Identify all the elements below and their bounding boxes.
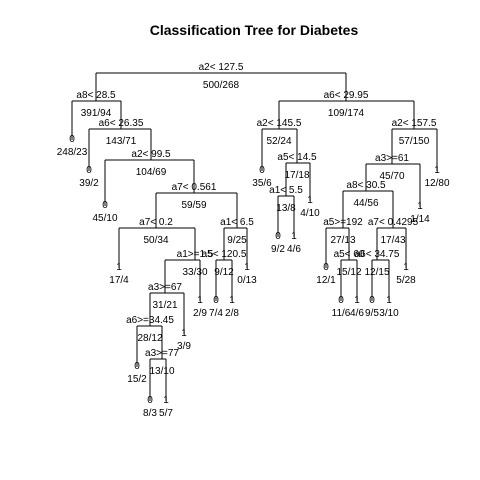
node-counts-n15: 59/59 <box>181 200 206 211</box>
split-label-n5: a6< 26.35 <box>99 118 144 129</box>
node-counts-n28: 9/12 <box>214 267 234 278</box>
leaf-class-n39: 1 <box>354 295 360 306</box>
leaf-class-n30: 0 <box>323 262 329 273</box>
leaf-counts-n39: 4/6 <box>350 308 364 319</box>
node-counts-n9: 104/69 <box>136 167 167 178</box>
leaf-counts-n37: 2/8 <box>225 308 239 319</box>
leaf-counts-n46: 8/3 <box>143 408 157 419</box>
leaf-class-n19: 1 <box>417 201 423 212</box>
node-counts-n11: 17/18 <box>284 170 309 181</box>
split-label-n15: a7< 0.561 <box>172 182 217 193</box>
node-counts-n21: 9/25 <box>227 235 247 246</box>
chart-title: Classification Tree for Diabetes <box>150 22 359 38</box>
leaf-class-n35: 1 <box>197 295 203 306</box>
node-counts-n1: 500/268 <box>203 80 240 91</box>
leaf-class-n33: 1 <box>403 262 409 273</box>
tree-nodes: a2< 127.5 500/268 a8< 28.5 391/94 a6< 29.95 1… <box>57 62 450 419</box>
leaf-counts-n23: 4/6 <box>287 244 301 255</box>
leaf-counts-n22: 9/2 <box>271 244 285 255</box>
leaf-class-n22: 0 <box>275 231 281 242</box>
leaf-class-n14: 0 <box>102 200 108 211</box>
leaf-counts-n43: 3/9 <box>177 341 191 352</box>
leaf-counts-n17: 4/10 <box>300 208 320 219</box>
node-counts-n42: 28/12 <box>137 333 162 344</box>
node-counts-n18: 44/56 <box>353 198 378 209</box>
node-counts-n7: 57/150 <box>399 136 430 147</box>
leaf-class-n8: 0 <box>86 165 92 176</box>
node-counts-n16: 13/8 <box>276 203 296 214</box>
split-label-n28: a5< 120.5 <box>202 249 247 260</box>
split-label-n42: a6>=34.45 <box>126 315 174 326</box>
leaf-class-n10: 0 <box>259 165 265 176</box>
leaf-class-n36: 0 <box>213 295 219 306</box>
split-label-n45: a3>=77 <box>145 348 179 359</box>
leaf-class-n37: 1 <box>229 295 235 306</box>
leaf-counts-n19: 1/14 <box>410 214 430 225</box>
split-label-n16: a1< 5.5 <box>269 185 303 196</box>
leaf-class-n41: 1 <box>386 295 392 306</box>
node-counts-n25: 17/43 <box>380 235 405 246</box>
node-counts-n31: 15/12 <box>336 267 361 278</box>
split-label-n20: a7< 0.2 <box>139 217 173 228</box>
node-counts-n45: 13/10 <box>149 366 174 377</box>
leaf-class-n13: 1 <box>434 165 440 176</box>
leaf-class-n26: 1 <box>116 262 122 273</box>
split-label-n18: a8< 30.5 <box>346 180 386 191</box>
leaf-counts-n38: 11/6 <box>332 308 351 319</box>
leaf-counts-n29: 0/13 <box>237 275 257 286</box>
split-label-n6: a2< 145.5 <box>257 118 302 129</box>
node-counts-n3: 109/174 <box>328 108 365 119</box>
leaf-counts-n36: 7/4 <box>209 308 223 319</box>
split-label-n24: a5>=192 <box>323 217 363 228</box>
leaf-counts-n26: 17/4 <box>109 275 129 286</box>
leaf-counts-n10: 35/6 <box>252 178 272 189</box>
leaf-class-n17: 1 <box>307 195 313 206</box>
leaf-counts-n44: 15/2 <box>127 374 147 385</box>
split-label-n21: a1< 6.5 <box>220 217 254 228</box>
split-label-n11: a5< 14.5 <box>277 152 317 163</box>
split-label-n32: a6< 34.75 <box>355 249 400 260</box>
leaf-counts-n35: 2/9 <box>193 308 207 319</box>
leaf-class-n29: 1 <box>244 262 250 273</box>
tree-edges <box>71 72 438 401</box>
leaf-class-n44: 0 <box>134 361 140 372</box>
split-label-n9: a2< 99.5 <box>131 149 171 160</box>
leaf-counts-n8: 39/2 <box>79 178 99 189</box>
leaf-class-n23: 1 <box>291 231 297 242</box>
leaf-class-n40: 0 <box>369 295 375 306</box>
leaf-counts-n13: 12/80 <box>424 178 449 189</box>
leaf-class-n4: 0 <box>69 134 75 145</box>
leaf-counts-n41: 3/10 <box>379 308 399 319</box>
node-counts-n20: 50/34 <box>143 235 168 246</box>
node-counts-n32: 12/15 <box>364 267 389 278</box>
leaf-class-n38: 0 <box>338 295 344 306</box>
leaf-class-n46: 0 <box>147 395 153 406</box>
split-label-n27: a1>=1.5 <box>177 249 214 260</box>
leaf-counts-n40: 9/5 <box>365 308 379 319</box>
leaf-counts-n4: 248/23 <box>57 147 88 158</box>
split-label-n7: a2< 157.5 <box>392 118 437 129</box>
node-counts-n34: 31/21 <box>152 300 177 311</box>
node-counts-n27: 33/30 <box>182 267 207 278</box>
split-label-n3: a6< 29.95 <box>324 90 369 101</box>
split-label-n1: a2< 127.5 <box>199 62 244 73</box>
node-counts-n5: 143/71 <box>106 136 137 147</box>
node-counts-n24: 27/13 <box>330 235 355 246</box>
leaf-counts-n33: 5/28 <box>396 275 416 286</box>
split-label-n34: a3>=67 <box>148 282 182 293</box>
split-label-n31: a5< 60 <box>334 249 365 260</box>
node-counts-n2: 391/94 <box>81 108 112 119</box>
split-label-n12: a3>=61 <box>375 153 409 164</box>
leaf-counts-n30: 12/1 <box>316 275 336 286</box>
leaf-counts-n47: 5/7 <box>159 408 173 419</box>
split-label-n2: a8< 28.5 <box>76 90 116 101</box>
leaf-class-n47: 1 <box>163 395 169 406</box>
leaf-class-n43: 1 <box>181 328 187 339</box>
node-counts-n12: 45/70 <box>379 171 404 182</box>
split-label-n25: a7< 0.4295 <box>368 217 419 228</box>
leaf-counts-n14: 45/10 <box>92 213 117 224</box>
node-counts-n6: 52/24 <box>266 136 291 147</box>
